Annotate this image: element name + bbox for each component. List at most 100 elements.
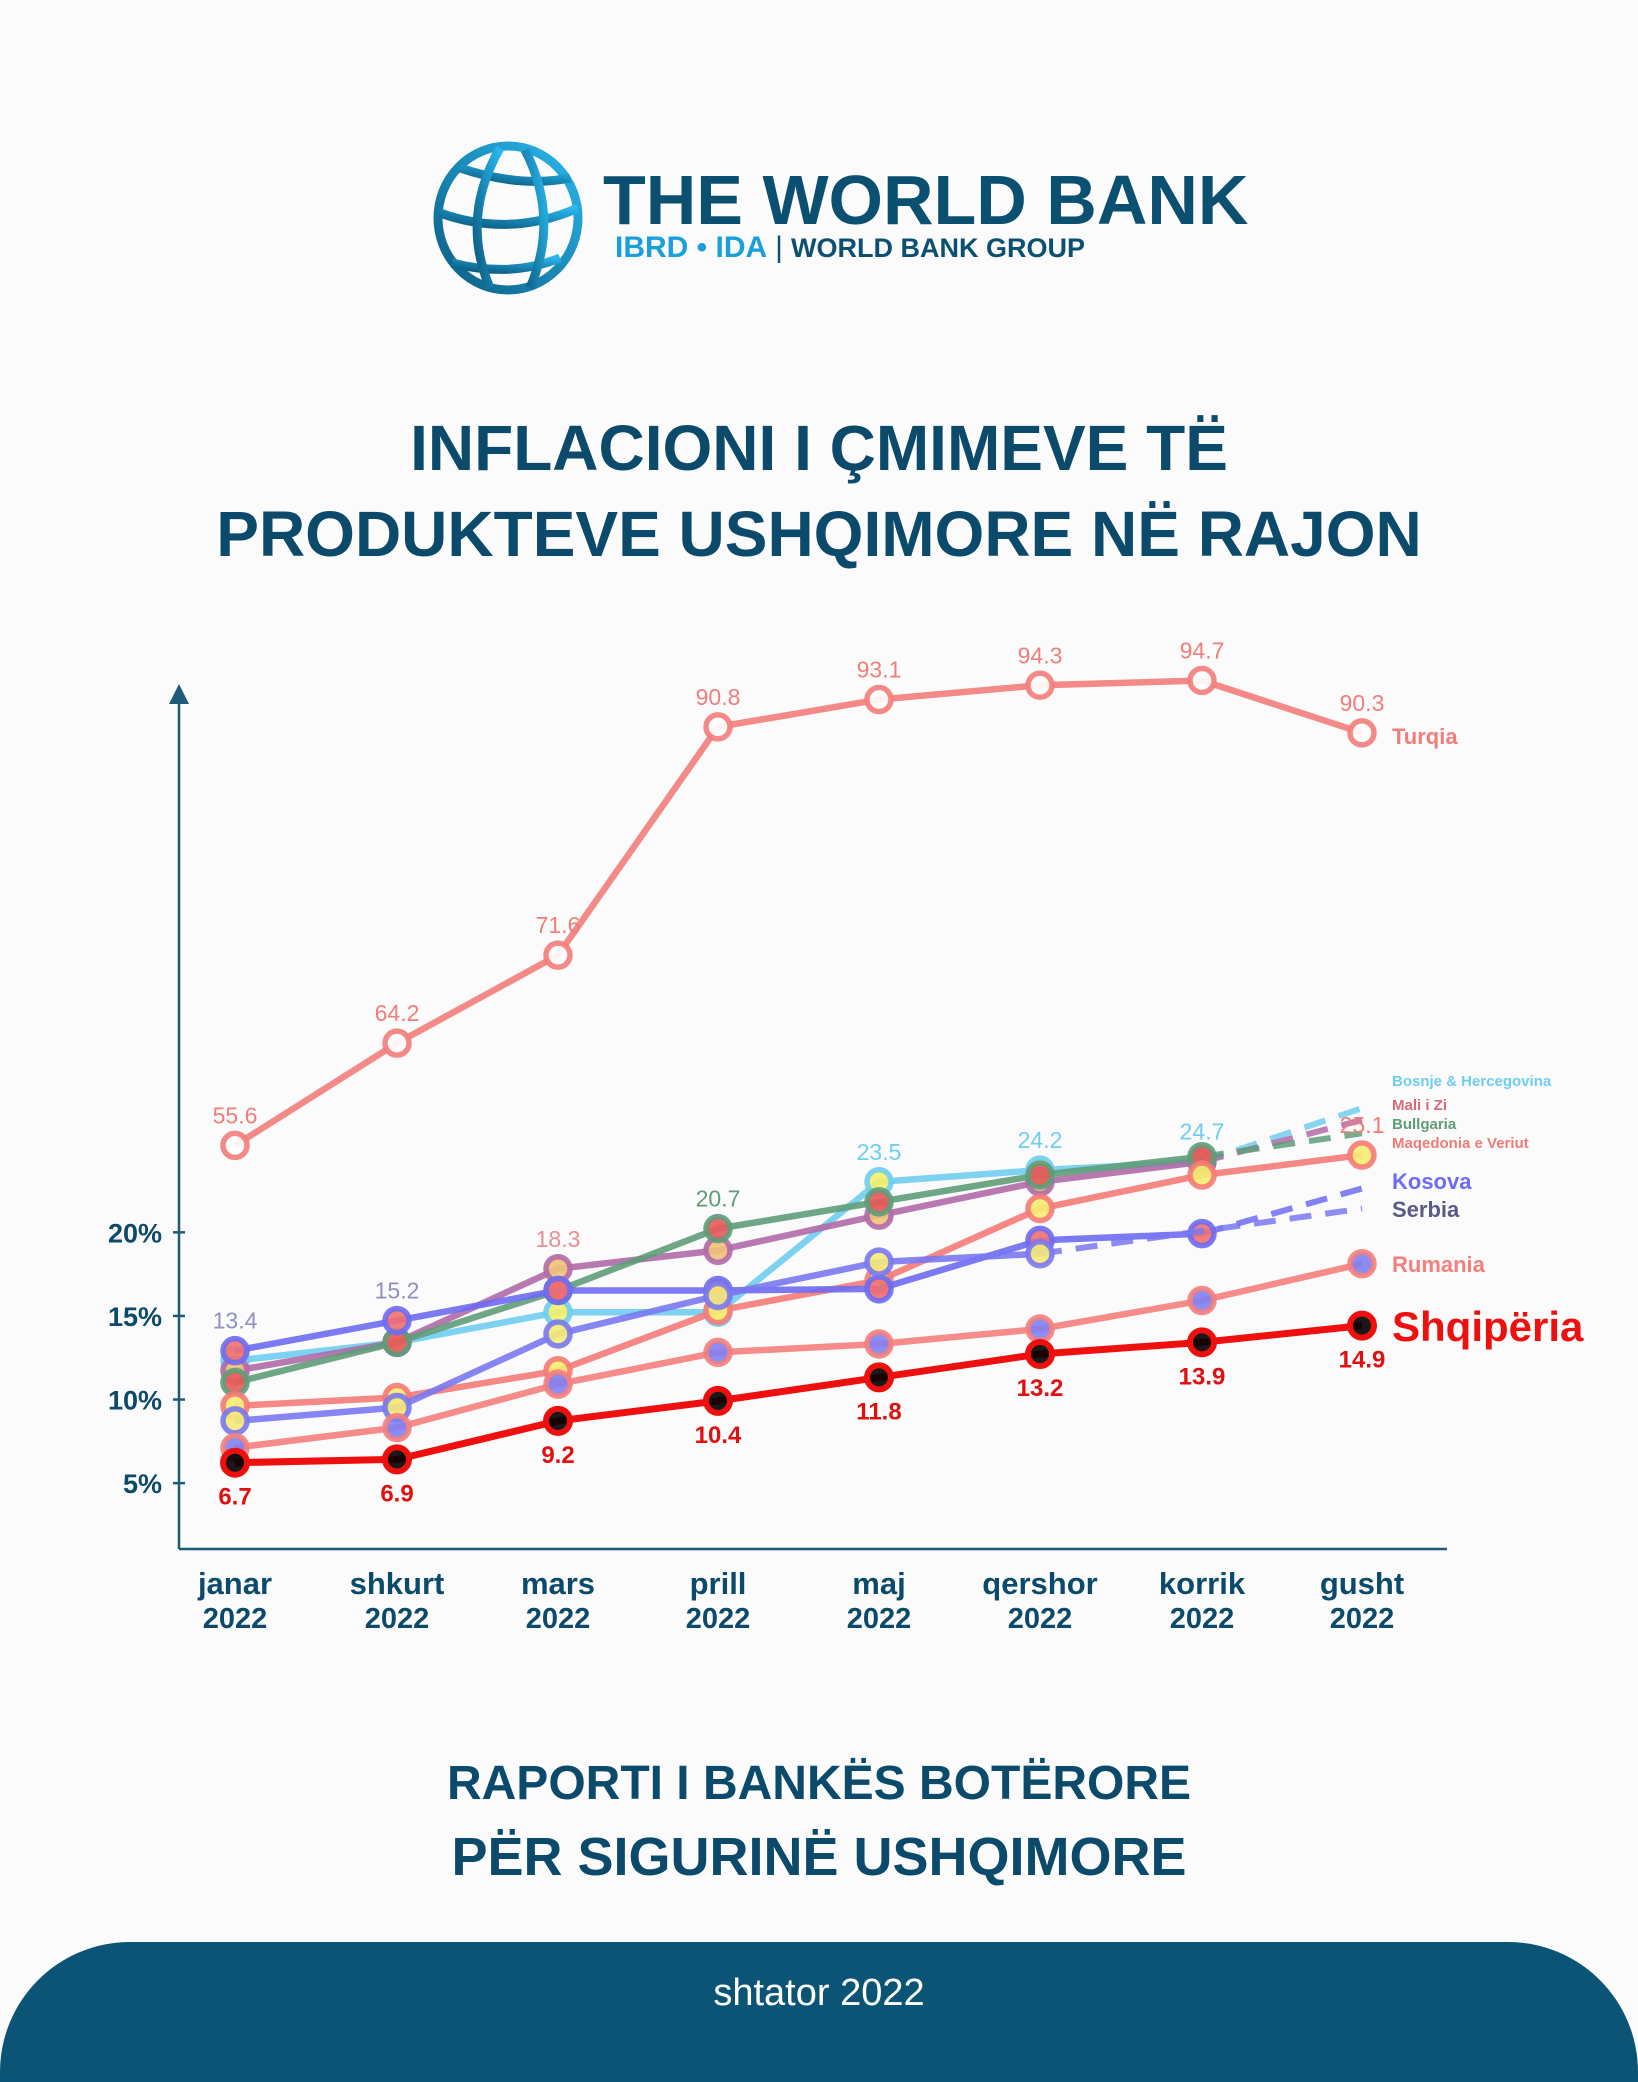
data-label: 11.8	[856, 1398, 901, 1425]
data-label: 14.9	[1339, 1347, 1386, 1374]
world-bank-wordmark: THE WORLD BANK	[603, 161, 1249, 239]
data-point	[703, 1280, 733, 1311]
data-point	[864, 1329, 894, 1359]
series-projection-dashed	[1201, 1105, 1363, 1165]
data-label: 55.6	[213, 1102, 258, 1128]
data-point	[1187, 1285, 1217, 1316]
data-label: 24.7	[1180, 1119, 1225, 1145]
data-point	[1025, 1339, 1055, 1370]
data-point	[220, 1367, 250, 1398]
title-line-1: INFLACIONI I ÇMIMEVE TË	[410, 412, 1228, 484]
x-tick-month: qershor	[982, 1566, 1097, 1601]
data-label: 71.6	[536, 912, 581, 938]
x-tick-month: shkurt	[350, 1566, 445, 1601]
page-title: INFLACIONI I ÇMIMEVE TË PRODUKTEVE USHQI…	[0, 405, 1638, 577]
x-tick-year: 2022	[1170, 1603, 1235, 1635]
data-point	[1025, 1160, 1055, 1190]
series-line	[234, 1250, 1041, 1425]
data-point	[382, 1412, 412, 1443]
legend-label: Bullgaria	[1392, 1116, 1457, 1133]
data-label: 93.1	[857, 657, 902, 683]
data-label: 90.8	[696, 684, 741, 710]
legend-label: Turqia	[1392, 724, 1458, 749]
data-point	[1025, 1193, 1055, 1224]
report-title-line-1: RAPORTI I BANKËS BOTËRORE	[446, 1757, 1192, 1810]
chart-axes	[169, 684, 1447, 1551]
y-ticks: 20% 15% 10% 5%	[108, 1218, 185, 1499]
data-point	[220, 1130, 250, 1161]
ibrd-ida-label: IBRD • IDA	[615, 231, 768, 264]
data-point	[1025, 1238, 1055, 1269]
report-date: shtator 2022	[713, 1972, 925, 2014]
data-label: 23.5	[857, 1139, 902, 1165]
data-point	[703, 1337, 733, 1368]
data-point	[703, 1385, 733, 1416]
y-axis-arrow-icon	[169, 684, 189, 704]
series-shqip-ria: 6.7 6.9 9.2 10.4 11.8 13.2 13.9 14.9	[218, 1310, 1386, 1511]
data-point	[1347, 1310, 1377, 1341]
x-tick-year: 2022	[1008, 1603, 1073, 1635]
y-tick-label: 5%	[123, 1469, 162, 1499]
data-label: 9.2	[541, 1442, 574, 1469]
data-label: 20.7	[696, 1186, 741, 1212]
data-label: 15.2	[375, 1278, 420, 1304]
x-tick-month: gusht	[1320, 1566, 1404, 1601]
data-point	[220, 1406, 250, 1436]
series-projection-dashed	[1201, 1117, 1363, 1165]
x-tick-month: prill	[690, 1566, 747, 1601]
data-label: 13.2	[1017, 1375, 1064, 1402]
y-tick-label: 20%	[108, 1218, 162, 1248]
legend-label: Maqedonia e Veriut	[1392, 1135, 1529, 1152]
series-line	[234, 1322, 1363, 1467]
data-label: 13.4	[213, 1308, 258, 1334]
logo-separator: |	[775, 231, 783, 264]
x-tick-year: 2022	[686, 1603, 751, 1635]
data-label: 18.3	[536, 1226, 581, 1252]
series-projection-dashed	[1039, 1205, 1363, 1257]
data-point	[543, 1405, 573, 1436]
report-title-line-2: PËR SIGURINË USHQIMORE	[451, 1827, 1187, 1887]
x-tick-year: 2022	[847, 1603, 912, 1635]
data-point	[220, 1335, 250, 1366]
data-point	[1025, 670, 1055, 701]
data-point	[1187, 665, 1217, 696]
series-projection-dashed	[1201, 1185, 1363, 1237]
legend-label: Rumania	[1392, 1252, 1486, 1277]
data-point	[220, 1447, 250, 1478]
data-label: 94.7	[1180, 638, 1225, 664]
data-point	[1347, 718, 1377, 748]
title-line-2: PRODUKTEVE USHQIMORE NË RAJON	[216, 498, 1422, 570]
world-bank-globe-logo	[433, 141, 583, 295]
data-point	[382, 1444, 412, 1475]
data-point	[1187, 1327, 1217, 1358]
legend-label: Bosnje & Hercegovina	[1392, 1073, 1552, 1090]
x-tick-year: 2022	[365, 1603, 430, 1635]
data-label: 10.4	[695, 1422, 742, 1449]
data-label: 90.3	[1340, 690, 1385, 716]
x-tick-year: 2022	[1330, 1603, 1395, 1635]
data-label: 94.3	[1018, 642, 1063, 668]
x-tick-year: 2022	[203, 1603, 268, 1635]
data-point	[543, 1275, 573, 1306]
data-point	[864, 684, 894, 715]
data-point	[543, 1319, 573, 1349]
data-point	[864, 1362, 894, 1393]
series-serbia	[220, 1205, 1363, 1436]
series-line	[234, 1260, 1363, 1451]
x-tick-year: 2022	[526, 1603, 591, 1635]
world-bank-group-label: WORLD BANK GROUP	[790, 233, 1085, 263]
data-point	[703, 712, 733, 742]
world-bank-subtitle: IBRD • IDA | WORLD BANK GROUP	[615, 231, 1085, 265]
data-point	[864, 1274, 894, 1304]
data-label: 6.9	[380, 1480, 413, 1507]
x-tick-month: janar	[197, 1566, 272, 1601]
y-tick-label: 10%	[108, 1386, 162, 1416]
series-rumania	[220, 1248, 1377, 1463]
data-label: 6.7	[218, 1484, 251, 1511]
legend-label: Kosova	[1392, 1169, 1472, 1194]
data-label: 24.2	[1018, 1127, 1063, 1153]
x-tick-month: maj	[852, 1566, 905, 1601]
data-point	[382, 1028, 412, 1058]
x-ticks: janar2022shkurt2022mars2022prill2022maj2…	[197, 1566, 1404, 1635]
